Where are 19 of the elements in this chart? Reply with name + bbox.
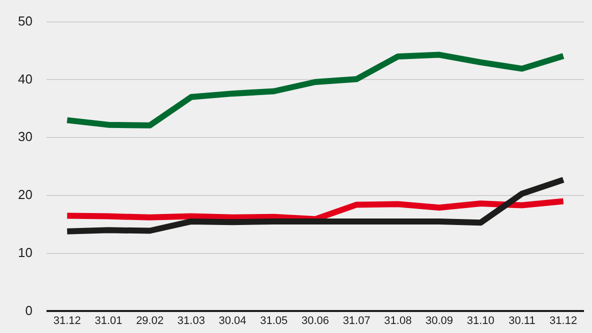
x-tick-label: 31.08 [384,314,412,327]
y-tick-label: 10 [18,244,32,260]
x-tick-label: 31.05 [260,314,288,327]
x-tick-label: 31.12 [53,314,81,327]
x-tick-label: 31.07 [342,314,370,327]
x-tick-label: 29.02 [136,314,164,327]
y-tick-label: 0 [25,302,32,318]
x-tick-label: 31.03 [177,314,205,327]
x-tick-label: 30.06 [301,314,329,327]
x-tick-label: 30.11 [508,314,536,327]
x-tick-label: 31.12 [550,314,578,327]
x-tick-label: 30.09 [426,314,454,327]
y-tick-label: 20 [18,187,32,202]
x-tick-label: 30.04 [218,314,246,327]
x-tick-label: 31.10 [466,314,494,327]
x-tick-label: 31.01 [94,314,122,327]
y-tick-label: 50 [18,13,32,28]
y-tick-label: 40 [18,71,32,86]
y-tick-label: 30 [18,129,32,144]
